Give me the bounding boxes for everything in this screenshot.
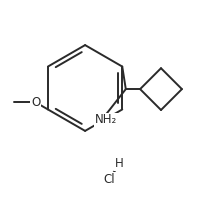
Text: NH₂: NH₂ — [95, 113, 117, 126]
Text: Cl: Cl — [103, 173, 115, 186]
Text: O: O — [31, 96, 40, 109]
Text: methoxy: methoxy — [0, 219, 1, 220]
Text: methoxy_hidden: methoxy_hidden — [0, 219, 1, 220]
Text: H: H — [115, 157, 124, 170]
